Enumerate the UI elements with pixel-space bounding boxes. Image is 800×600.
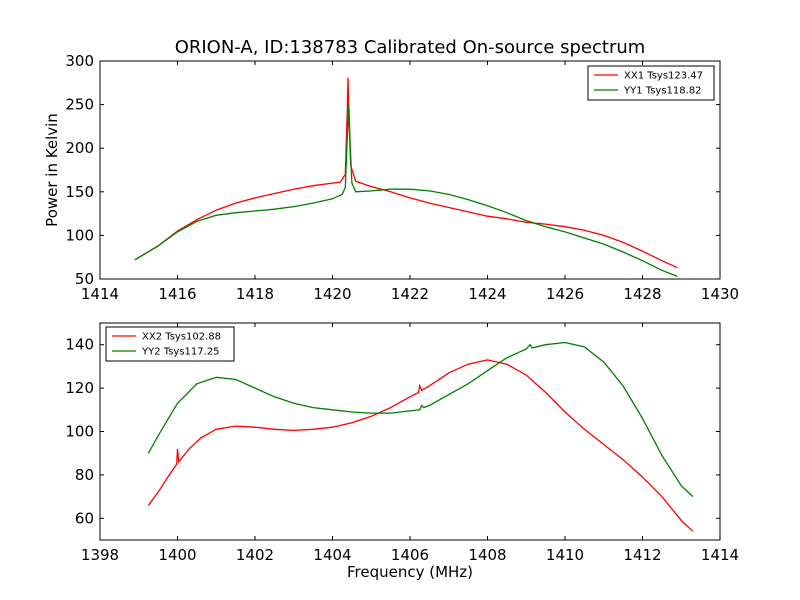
- series-line-1: [134, 77, 678, 269]
- x-tick-label: 1412: [623, 546, 661, 564]
- x-tick-label: 1416: [158, 285, 196, 303]
- y-tick-label: 300: [65, 52, 94, 70]
- x-tick-label: 1414: [701, 546, 739, 564]
- legend-label: YY2 Tsys117.25: [141, 347, 220, 358]
- chart-title: ORION-A, ID:138783 Calibrated On-source …: [175, 37, 646, 58]
- x-tick-label: 1398: [81, 546, 119, 564]
- x-tick-label: 1402: [236, 546, 274, 564]
- y-tick-label: 140: [65, 336, 94, 354]
- bottom-spectrum-axes: 1398 1400 1402 1404 1406 1408 1410 1412 1414 60 80…: [65, 322, 739, 581]
- series-line-1: [147, 359, 694, 532]
- x-tick-label: 1422: [391, 285, 429, 303]
- y-tick-label: 50: [75, 270, 94, 288]
- legend: XX1 Tsys123.47 YY1 Tsys118.82: [587, 65, 715, 101]
- y-tick-label: 250: [65, 96, 94, 114]
- series-line-2: [147, 341, 694, 498]
- x-tick-label: 1420: [313, 285, 351, 303]
- y-tick-label: 120: [65, 379, 94, 397]
- x-tick-label: 1414: [81, 285, 119, 303]
- x-tick-label: 1400: [158, 546, 196, 564]
- x-tick-label: 1430: [701, 285, 739, 303]
- x-tick-label: 1410: [546, 546, 584, 564]
- x-tick-label: 1424: [468, 285, 506, 303]
- y-tick-label: 100: [65, 226, 94, 244]
- y-tick-label: 60: [75, 509, 94, 527]
- x-tick-label: 1418: [236, 285, 274, 303]
- series-line-2: [134, 104, 678, 278]
- legend-label: XX1 Tsys123.47: [624, 71, 703, 82]
- legend-label: XX2 Tsys102.88: [142, 332, 221, 343]
- y-tick-label: 200: [65, 139, 94, 157]
- x-tick-label: 1404: [313, 546, 351, 564]
- y-tick-label: 80: [75, 466, 94, 484]
- y-tick-label: 100: [65, 423, 94, 441]
- y-axis-label: Power in Kelvin: [43, 113, 61, 227]
- legend: XX2 Tsys102.88 YY2 Tsys117.25: [105, 326, 235, 362]
- legend-label: YY1 Tsys118.82: [623, 86, 702, 97]
- legend-box: [105, 326, 235, 362]
- x-tick-label: 1428: [623, 285, 661, 303]
- y-tick-label: 150: [65, 183, 94, 201]
- legend-box: [587, 65, 715, 101]
- top-spectrum-axes: 1414 1416 1418 1420 1422 1424 1426 1428 1430 50 10…: [43, 52, 739, 303]
- x-tick-label: 1426: [546, 285, 584, 303]
- x-tick-label: 1408: [468, 546, 506, 564]
- x-axis-label: Frequency (MHz): [347, 563, 473, 581]
- x-tick-label: 1406: [391, 546, 429, 564]
